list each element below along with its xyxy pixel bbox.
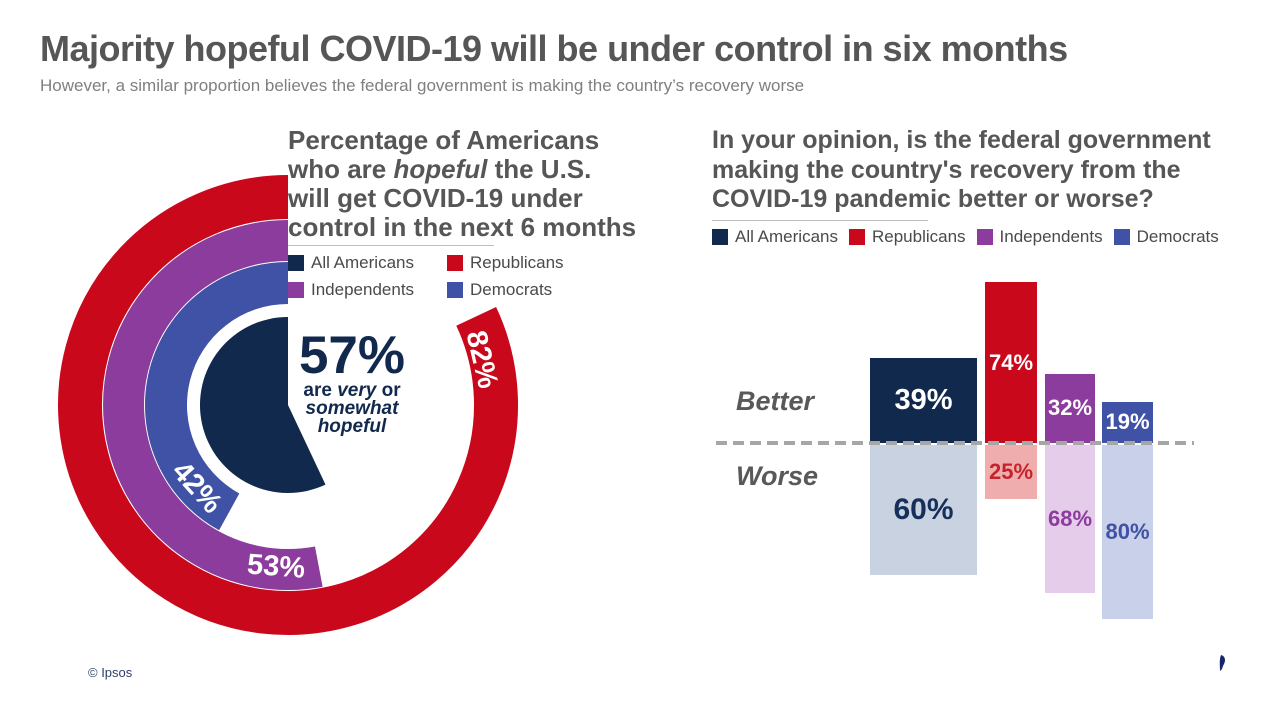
text-line: will get COVID-19 under	[288, 183, 583, 213]
legend-item: Democrats	[447, 280, 564, 300]
donut-ring-democrats	[145, 262, 289, 531]
donut-svg: 42%53%82%	[58, 175, 518, 635]
donut-chart-title: Percentage of Americans who are hopeful t…	[288, 126, 688, 242]
text-line: somewhat	[305, 398, 399, 419]
legend-swatch	[447, 255, 463, 271]
legend-item: All Americans	[712, 227, 838, 247]
better-bar-all-americans: 39%	[870, 358, 977, 443]
donut-ring-republicans	[58, 175, 518, 635]
ipsos-logo-text: Ipsos	[1200, 677, 1240, 694]
legend-swatch	[288, 282, 304, 298]
text-line: are very or	[303, 380, 401, 401]
page-title: Majority hopeful COVID-19 will be under …	[40, 28, 1068, 69]
page-subtitle: However, a similar proportion believes t…	[40, 76, 805, 95]
legend-item: Independents	[976, 227, 1103, 247]
legend-swatch	[848, 229, 865, 245]
ipsos-faces-icon	[1209, 652, 1227, 675]
legend-label: Democrats	[470, 280, 553, 299]
legend-label: Democrats	[1136, 227, 1219, 246]
legend-item: Independents	[288, 280, 447, 300]
donut-center-value: 57%	[298, 326, 406, 385]
better-axis-label: Better	[736, 386, 815, 416]
text-line: In your opinion, is the federal governme…	[712, 126, 1211, 154]
legend-swatch	[447, 282, 463, 298]
donut-title-underline	[288, 245, 494, 246]
better-bar-democrats: 19%	[1102, 401, 1153, 443]
text-line: making the country's recovery from the	[712, 155, 1181, 184]
donut-ring-independents	[103, 220, 323, 590]
donut-pie-all-americans	[199, 317, 326, 493]
worse-bar-democrats: 80%	[1102, 445, 1153, 619]
bar-title-underline	[712, 220, 928, 221]
text-line: hopeful	[317, 416, 387, 437]
worse-axis-label: Worse	[736, 461, 819, 491]
bar-chart-title: In your opinion, is the federal governme…	[712, 126, 1272, 215]
legend-swatch	[1113, 229, 1130, 245]
legend-label: Republicans	[470, 253, 564, 272]
legend-item: Republicans	[848, 227, 966, 247]
legend-label: Independents	[311, 280, 415, 299]
text-line: control in the next 6 months	[288, 212, 637, 242]
legend-swatch	[976, 229, 993, 245]
worse-bar-all-americans: 60%	[870, 445, 977, 576]
donut-center-label: 57% are very or somewhat hopeful	[278, 326, 426, 437]
text-line: who are hopeful the U.S.	[288, 154, 592, 184]
legend-label: Independents	[999, 227, 1103, 246]
legend-label: Republicans	[871, 227, 966, 246]
donut-chart: 42% 53% 82%	[56, 173, 520, 637]
legend-swatch	[288, 255, 304, 271]
copyright-note: © Ipsos	[88, 665, 133, 680]
legend-label: All Americans	[735, 227, 838, 246]
text-line: COVID-19 pandemic better or worse?	[712, 185, 1154, 213]
legend-item: All Americans	[288, 253, 447, 273]
legend-item: Republicans	[447, 253, 564, 273]
baseline-dashed-line	[716, 441, 1194, 445]
diverging-bar-chart: Better Worse 39% 60% 74% 25% 32% 68% 19% 80%	[712, 258, 1257, 658]
better-bar-independents: 32%	[1045, 373, 1095, 443]
donut-center-subtext: are very or somewhat hopeful	[278, 380, 426, 437]
legend-label: All Americans	[311, 253, 414, 272]
ipsos-logo: Ipsos	[1193, 648, 1245, 699]
donut-legend: All Americans Republicans Independents Demo…	[288, 253, 564, 300]
text-line: Percentage of Americans	[288, 125, 600, 155]
donut-arc-label: 53%	[246, 549, 306, 585]
bar-legend: All Americans Republicans Independents Demo…	[712, 227, 1219, 247]
worse-bar-independents: 68%	[1045, 445, 1095, 593]
better-bar-republicans: 74%	[985, 282, 1037, 443]
legend-item: Democrats	[1113, 227, 1219, 247]
worse-bar-republicans: 25%	[985, 445, 1037, 500]
legend-swatch	[712, 229, 728, 245]
